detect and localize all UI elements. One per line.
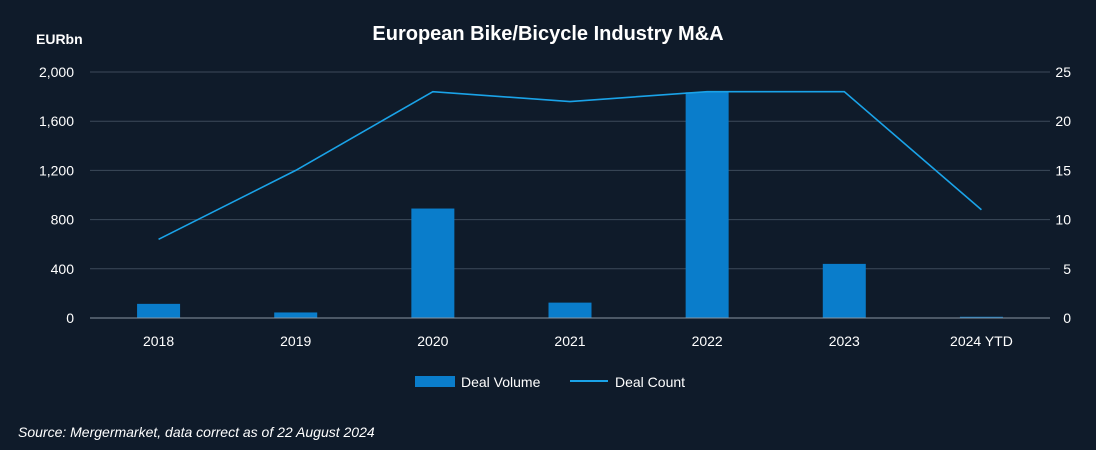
bar-deal-volume-2021 [548, 302, 592, 318]
x-tick-label: 2020 [417, 333, 448, 349]
deal-count-line [158, 90, 982, 240]
x-tick-label: 2019 [280, 333, 311, 349]
bar-deal-volume-2022 [685, 92, 729, 318]
chart-title: European Bike/Bicycle Industry M&A [372, 23, 723, 45]
legend: Deal Volume Deal Count [415, 374, 685, 390]
y-right-tick-label: 5 [1063, 261, 1071, 277]
bar-deal-volume-2018 [137, 303, 181, 318]
deal-volume-bars [137, 92, 1003, 318]
y-left-tick-label: 800 [51, 212, 75, 228]
y-right-ticks: 0 5 10 15 20 25 [1055, 64, 1071, 326]
y-right-tick-label: 0 [1063, 310, 1071, 326]
y-right-tick-label: 25 [1055, 64, 1071, 80]
source-note: Source: Mergermarket, data correct as of… [18, 424, 375, 440]
bar-deal-volume-2024-ytd [959, 316, 1003, 318]
x-tick-label: 2018 [143, 333, 174, 349]
bar-deal-volume-2023 [822, 263, 866, 318]
x-ticks: 2018 2019 2020 2021 2022 2023 2024 YTD [143, 333, 1013, 349]
x-tick-label: 2023 [829, 333, 860, 349]
legend-swatch-deal-volume [415, 376, 455, 387]
y-left-unit-label: EURbn [36, 31, 83, 47]
y-left-tick-label: 1,200 [39, 162, 74, 178]
legend-label-deal-count: Deal Count [615, 374, 685, 390]
y-right-tick-label: 15 [1055, 162, 1071, 178]
x-tick-label: 2021 [554, 333, 585, 349]
legend-label-deal-volume: Deal Volume [461, 374, 541, 390]
y-left-tick-label: 0 [66, 310, 74, 326]
bar-deal-volume-2019 [274, 312, 318, 318]
y-left-ticks: 0 400 800 1,200 1,600 2,000 [39, 64, 74, 326]
x-tick-label: 2024 YTD [950, 333, 1013, 349]
y-left-tick-label: 2,000 [39, 64, 74, 80]
y-left-tick-label: 400 [51, 261, 75, 277]
gridlines [90, 71, 1050, 270]
y-right-tick-label: 10 [1055, 212, 1071, 228]
deal-count-line-group [158, 90, 982, 240]
bar-deal-volume-2020 [411, 208, 455, 318]
y-right-tick-label: 20 [1055, 113, 1071, 129]
y-left-tick-label: 1,600 [39, 113, 74, 129]
x-tick-label: 2022 [692, 333, 723, 349]
